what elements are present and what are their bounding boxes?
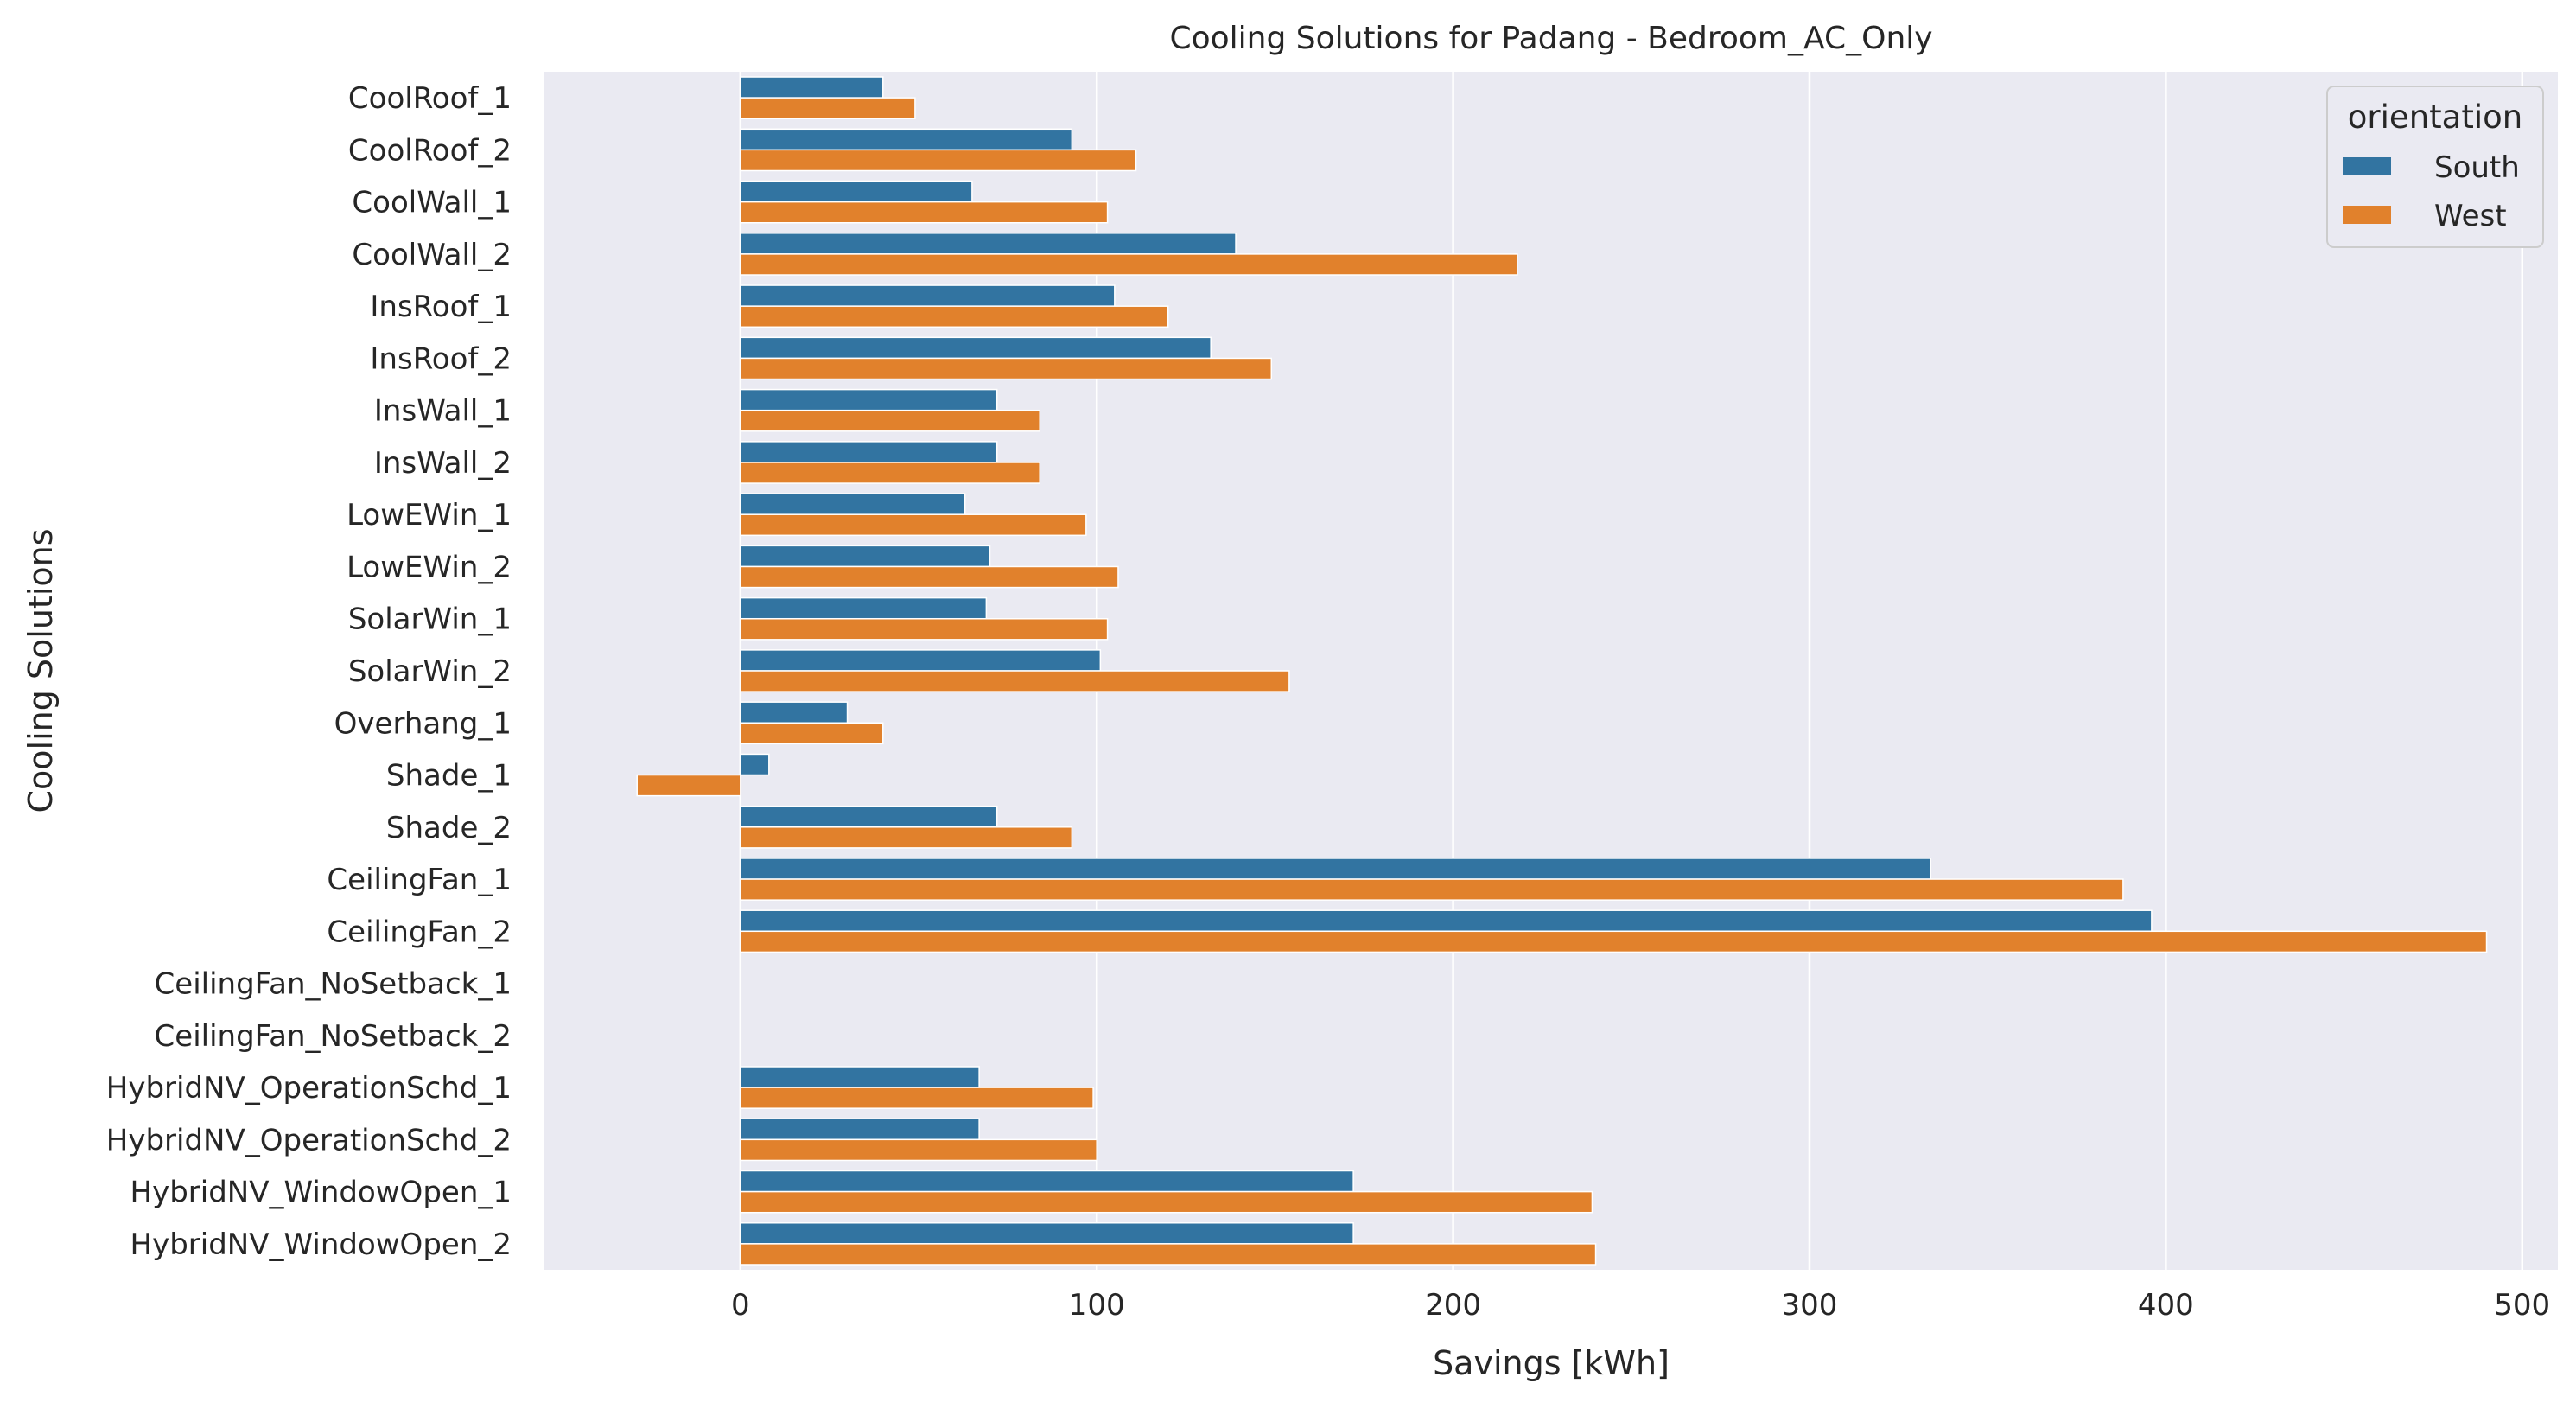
bar-solarwin-2-south [740,649,1102,672]
bar-coolwall-1-south [740,180,973,203]
y-category-label-shade-1: Shade_1 [386,759,512,794]
x-axis-label: Savings [kWh] [1433,1344,1670,1382]
bar-coolroof-2-west [740,149,1137,172]
x-tick-label-100: 100 [1069,1288,1125,1323]
x-tick-label-300: 300 [1782,1288,1838,1323]
x-ticks: 0 100 200 300 400 500 [731,1288,2550,1323]
bar-ceilingfan-2-west [740,930,2488,953]
x-tick-label-200: 200 [1425,1288,1481,1323]
y-category-label-hybridnv-windowopen-1: HybridNV_WindowOpen_1 [130,1176,512,1210]
y-category-label-coolroof-2: CoolRoof_2 [348,133,512,168]
x-tick-label-0: 0 [731,1288,750,1323]
y-axis-label: Cooling Solutions [22,528,60,813]
bar-hybridnv-windowopen-2-west [740,1243,1597,1266]
bar-hybridnv-windowopen-1-south [740,1170,1354,1193]
y-category-label-ceilingfan-nosetback-1: CeilingFan_NoSetback_1 [155,967,512,1002]
legend: orientation South West [2326,86,2544,248]
y-category-label-hybridnv-windowopen-2: HybridNV_WindowOpen_2 [130,1227,512,1262]
bar-shade-2-south [740,805,998,828]
y-category-label-lowewin-2: LowEWin_2 [347,550,512,584]
bar-ceilingfan-1-west [740,878,2124,901]
bar-lowewin-2-west [740,565,1119,589]
bar-ceilingfan-1-south [740,858,1931,880]
legend-label-south: South [2434,150,2520,185]
bar-overhang-1-south [740,701,849,724]
bar-insroof-1-west [740,305,1169,328]
bar-coolwall-1-west [740,201,1109,224]
y-category-label-inswall-1: InsWall_1 [374,394,512,429]
bar-hybridnv-windowopen-2-south [740,1222,1354,1245]
y-category-label-ceilingfan-2: CeilingFan_2 [327,915,512,949]
bar-hybridnv-operationschd-1-west [740,1087,1094,1109]
bar-lowewin-1-west [740,513,1087,537]
legend-title: orientation [2348,99,2522,136]
bar-shade-1-west [636,774,741,797]
bar-hybridnv-operationschd-2-west [740,1138,1097,1162]
bar-solarwin-2-west [740,670,1290,692]
bar-solarwin-1-west [740,617,1109,641]
bar-coolwall-2-west [740,253,1518,276]
bar-insroof-2-south [740,336,1212,360]
bar-inswall-2-south [740,441,998,463]
bar-hybridnv-operationschd-2-south [740,1118,980,1141]
y-category-label-coolroof-1: CoolRoof_1 [348,81,512,116]
y-category-label-coolwall-1: CoolWall_1 [352,186,512,220]
y-category-label-inswall-2: InsWall_2 [374,446,512,481]
y-category-label-ceilingfan-1: CeilingFan_1 [327,863,512,897]
bar-insroof-1-south [740,284,1116,307]
y-category-label-ceilingfan-nosetback-2: CeilingFan_NoSetback_2 [155,1019,512,1054]
x-tick-label-400: 400 [2138,1288,2194,1323]
bar-shade-2-west [740,826,1073,849]
bar-coolroof-2-south [740,128,1073,151]
bar-lowewin-2-south [740,545,991,568]
bar-inswall-2-west [740,462,1040,484]
y-category-label-insroof-2: InsRoof_2 [370,341,512,376]
y-category-label-hybridnv-operationschd-1: HybridNV_OperationSchd_1 [106,1071,512,1106]
y-category-label-solarwin-1: SolarWin_1 [348,602,512,637]
bar-hybridnv-windowopen-1-west [740,1190,1593,1214]
y-category-label-shade-2: Shade_2 [386,811,512,845]
bar-insroof-2-west [740,357,1273,380]
bar-hybridnv-operationschd-1-south [740,1066,980,1088]
y-category-label-hybridnv-operationschd-2: HybridNV_OperationSchd_2 [106,1123,512,1157]
y-category-labels: CoolRoof_1 CoolRoof_2 CoolWall_1 CoolWall_2… [106,81,512,1262]
bar-overhang-1-west [740,722,884,745]
bar-coolwall-2-south [740,233,1237,255]
legend-swatch-west [2343,206,2391,224]
y-category-label-solarwin-2: SolarWin_2 [348,654,512,689]
bar-shade-1-south [740,753,770,776]
chart-title: Cooling Solutions for Padang - Bedroom_A… [1169,21,1932,56]
bar-solarwin-1-south [740,596,988,620]
y-category-label-insroof-1: InsRoof_1 [370,290,512,324]
bar-inswall-1-south [740,388,998,411]
x-tick-label-500: 500 [2494,1288,2550,1323]
bar-coolroof-1-south [740,76,884,99]
legend-label-west: West [2434,199,2507,233]
bar-coolroof-1-west [740,97,916,119]
y-category-label-lowewin-1: LowEWin_1 [347,498,512,532]
bar-inswall-1-west [740,409,1040,432]
legend-swatch-south [2343,157,2391,175]
bar-ceilingfan-2-south [740,909,2153,933]
y-category-label-overhang-1: Overhang_1 [334,706,512,741]
y-category-label-coolwall-2: CoolWall_2 [352,238,512,272]
bar-lowewin-1-south [740,493,966,515]
bars [636,76,2488,1266]
